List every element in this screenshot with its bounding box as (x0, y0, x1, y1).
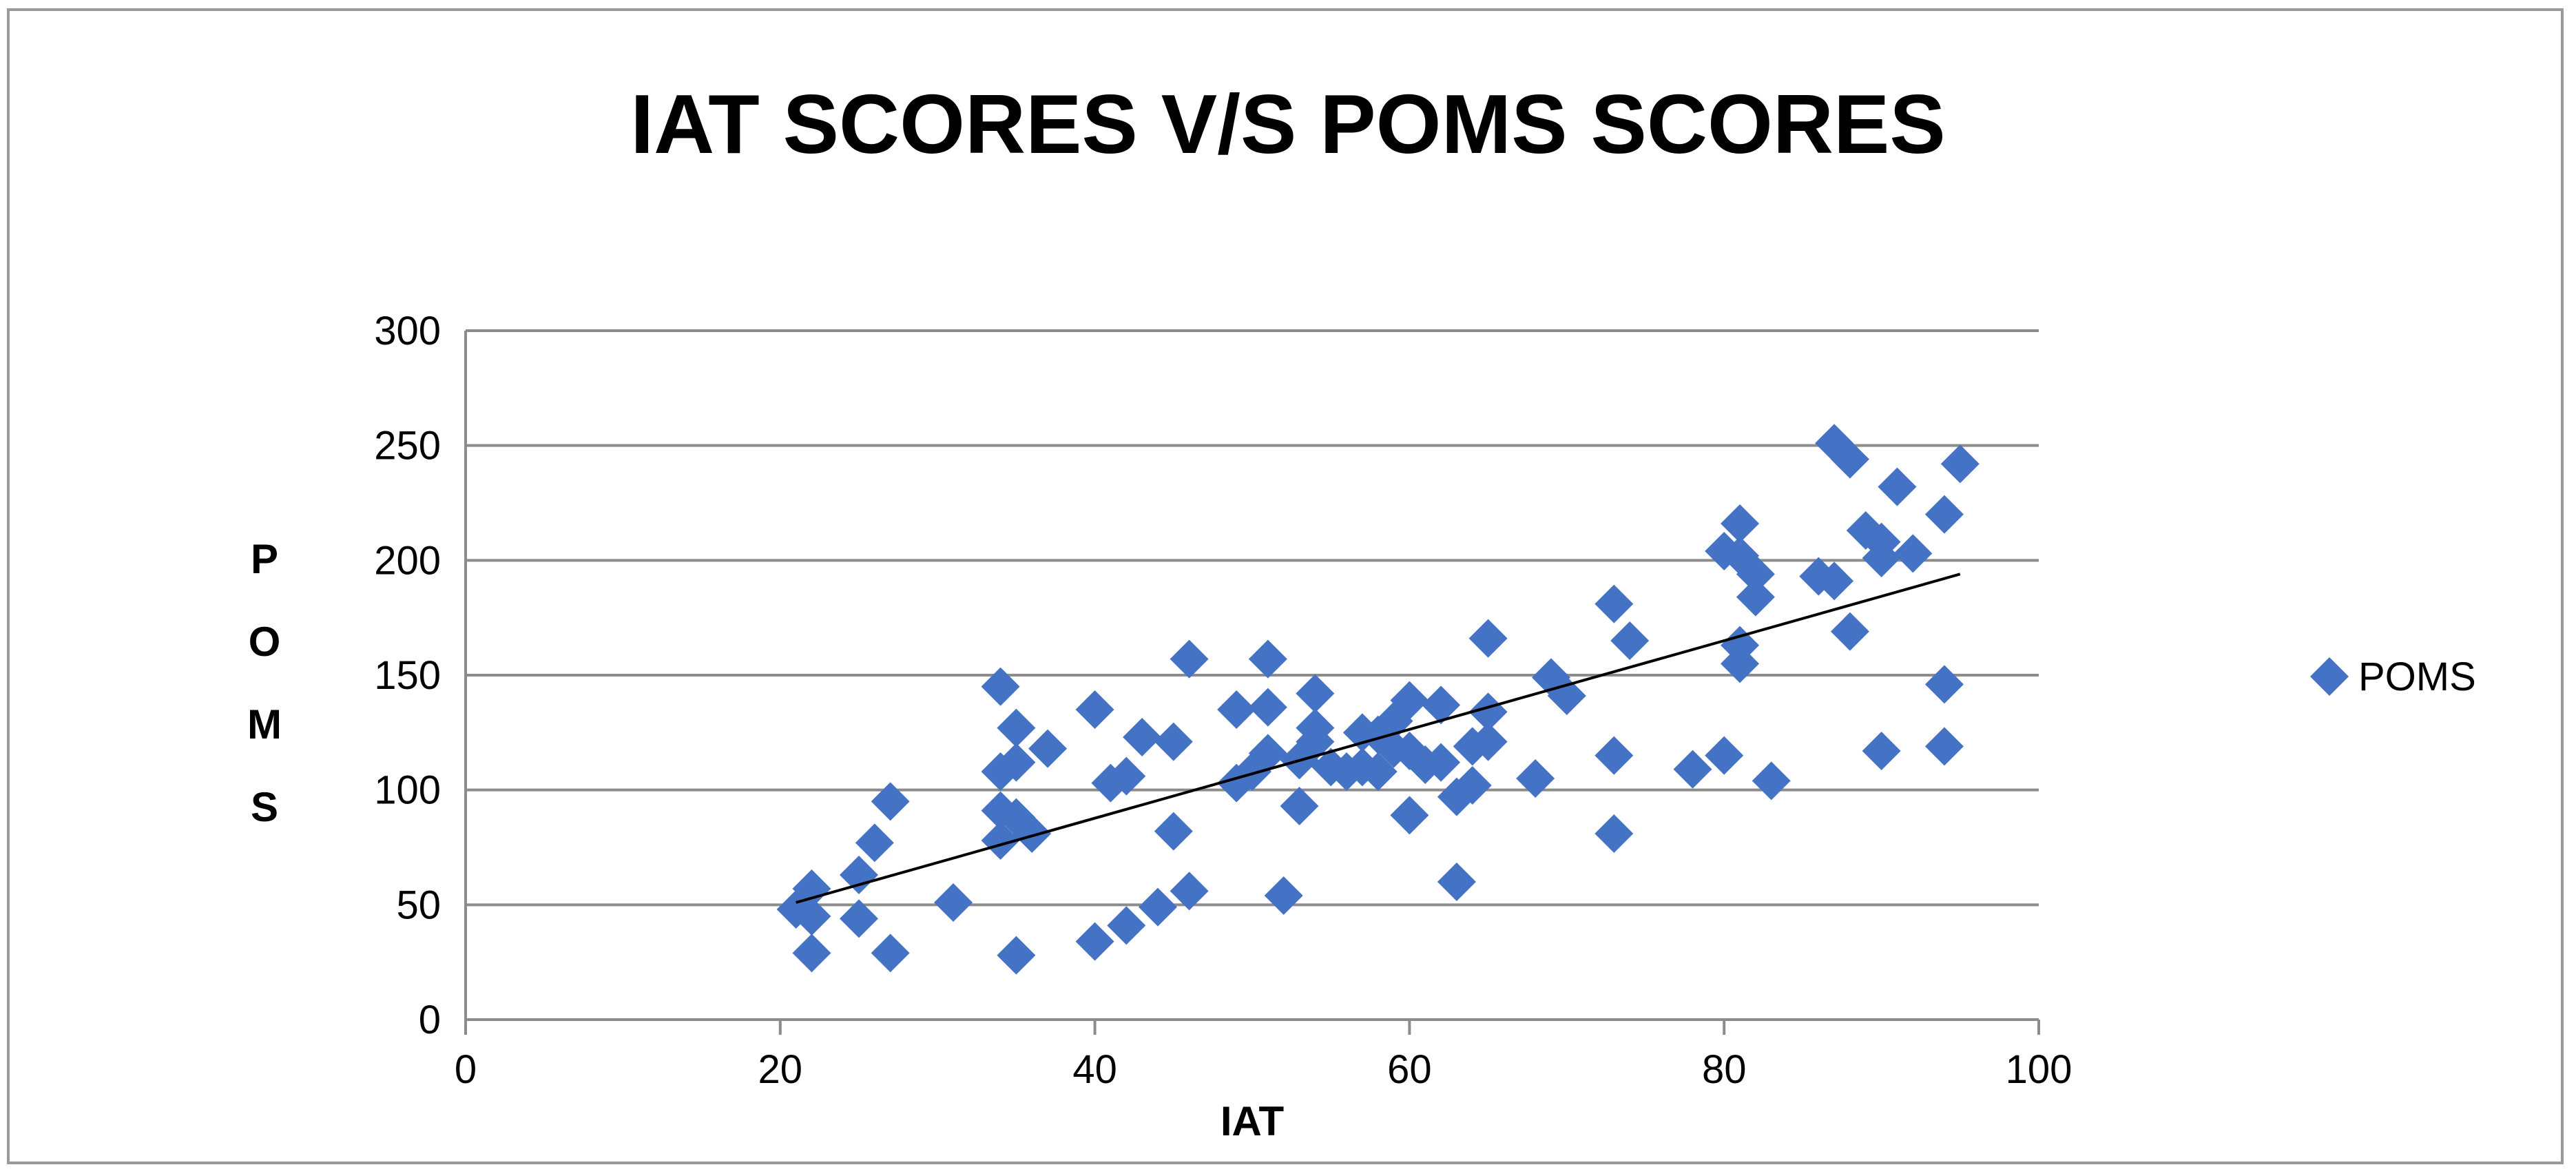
data-point (1924, 665, 1964, 704)
data-point (1138, 887, 1177, 927)
y-tick-100: 100 (374, 768, 441, 813)
data-point (997, 743, 1036, 782)
data-point (1673, 750, 1712, 789)
data-point (1123, 718, 1162, 756)
chart-title: IAT SCORES V/S POMS SCORES (630, 77, 1945, 171)
data-point (840, 856, 878, 894)
data-point (1830, 440, 1869, 479)
data-point (1610, 621, 1650, 660)
data-point (981, 667, 1020, 706)
y-tick-labels: 0 50 100 150 200 250 300 (374, 309, 441, 1042)
y-tick-50: 50 (396, 883, 441, 927)
data-point (1924, 495, 1964, 534)
data-point (1296, 674, 1335, 713)
data-point (1862, 539, 1901, 577)
data-point (1595, 814, 1634, 853)
data-point (1830, 612, 1869, 651)
data-point (1736, 577, 1775, 617)
data-point (997, 708, 1036, 747)
y-tick-200: 200 (374, 538, 441, 583)
data-point (1075, 922, 1114, 961)
data-point (1516, 759, 1555, 798)
legend-label: POMS (2358, 654, 2476, 699)
data-point (997, 936, 1036, 975)
data-point (1815, 561, 1854, 601)
axes (464, 331, 2040, 1035)
chart-frame (7, 8, 2564, 1164)
data-point (1924, 727, 1964, 766)
data-point (1028, 729, 1068, 768)
data-point (1721, 504, 1760, 543)
data-point (792, 897, 831, 936)
data-point (840, 899, 878, 938)
data-point (871, 933, 910, 973)
data-point (1878, 467, 1917, 506)
data-point (1736, 555, 1775, 594)
data-point (1705, 736, 1744, 775)
data-point (1280, 787, 1319, 825)
data-point (1468, 619, 1508, 658)
legend: POMS (2310, 654, 2476, 699)
data-point (871, 782, 910, 821)
data-point (1358, 752, 1398, 791)
data-point (1453, 766, 1492, 805)
data-point (1595, 736, 1634, 775)
data-point (934, 883, 973, 922)
data-point (1107, 906, 1146, 945)
data-point (855, 823, 894, 863)
data-point (1752, 761, 1791, 801)
data-point (1296, 722, 1335, 761)
data-point (1154, 722, 1193, 761)
data-point (1107, 756, 1146, 796)
data-point (1595, 584, 1634, 623)
data-point (1075, 690, 1114, 729)
x-tick-20: 20 (758, 1047, 803, 1092)
data-point (1170, 639, 1209, 679)
x-tick-60: 60 (1387, 1047, 1432, 1092)
data-points (776, 424, 1980, 975)
trendline (796, 572, 1961, 904)
legend-marker-icon (2310, 657, 2349, 696)
data-point (1468, 722, 1508, 761)
data-point (1390, 796, 1429, 835)
x-tick-labels: 0 20 40 60 80 100 (455, 1047, 2073, 1092)
data-point (1422, 685, 1461, 725)
data-point (1154, 812, 1193, 851)
data-point (1422, 743, 1461, 782)
data-point (1264, 876, 1303, 915)
data-point (1893, 534, 1933, 573)
x-tick-0: 0 (455, 1047, 477, 1092)
data-point (1437, 863, 1476, 901)
y-tick-250: 250 (374, 424, 441, 468)
data-point (1468, 692, 1508, 732)
data-point (792, 869, 831, 908)
y-tick-0: 0 (419, 998, 441, 1042)
x-tick-40: 40 (1072, 1047, 1117, 1092)
data-point (1721, 644, 1760, 683)
y-tick-300: 300 (374, 309, 441, 353)
data-point (792, 933, 831, 973)
x-tick-100: 100 (2006, 1047, 2073, 1092)
data-point (1248, 688, 1287, 727)
data-point (1940, 444, 1980, 484)
data-point (1217, 690, 1256, 729)
data-point (1248, 639, 1287, 679)
data-point (1390, 681, 1429, 720)
y-tick-150: 150 (374, 653, 441, 698)
data-point (981, 821, 1020, 860)
data-point (1862, 732, 1901, 770)
data-point (1170, 871, 1209, 911)
data-point (1547, 677, 1586, 715)
x-axis-title: IAT (1221, 1098, 1284, 1144)
x-tick-80: 80 (1702, 1047, 1747, 1092)
data-point (1248, 734, 1287, 773)
data-point (1012, 814, 1052, 853)
